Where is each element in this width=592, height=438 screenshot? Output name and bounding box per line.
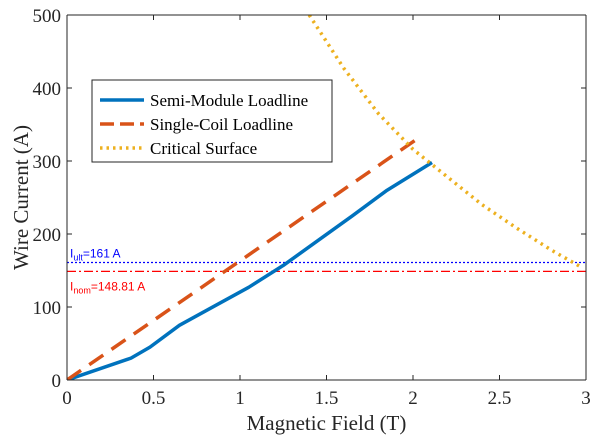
- legend: Semi-Module Loadline Single-Coil Loadline…: [91, 79, 333, 163]
- y-tick-label: 300: [33, 152, 62, 173]
- legend-label-3: Critical Surface: [150, 139, 257, 158]
- reference-label-subscript: ult: [73, 252, 83, 262]
- reference-label-subscript: nom: [73, 285, 91, 295]
- x-tick-label: 0.5: [142, 388, 166, 409]
- reference-label-value: =161 A: [83, 246, 121, 260]
- y-tick-label: 100: [33, 298, 62, 319]
- legend-box: [91, 79, 333, 163]
- reference-label-symbol: I: [70, 246, 73, 260]
- x-tick-label: 0: [62, 388, 72, 409]
- axes: 0 0.5 1 1.5 2 2.5 3 0 100 200 300 400 500: [33, 6, 591, 409]
- y-tick-label: 200: [33, 225, 62, 246]
- reference-label-symbol: I: [70, 279, 73, 293]
- x-tick-label: 3: [581, 388, 591, 409]
- reference-label-nom: Inom=148.81 A: [70, 279, 145, 295]
- x-tick-label: 2.5: [488, 388, 512, 409]
- y-tick-label: 0: [52, 371, 62, 392]
- series-line-1: [67, 161, 433, 380]
- x-tick-label: 2: [408, 388, 418, 409]
- series-line-3: [307, 15, 582, 269]
- y-tick-label: 500: [33, 6, 62, 27]
- y-tick-label: 400: [33, 79, 62, 100]
- reference-label-ult: Iult=161 A: [70, 246, 121, 262]
- y-axis-label: Wire Current (A): [9, 125, 33, 270]
- x-tick-label: 1.5: [315, 388, 339, 409]
- x-tick-label: 1: [235, 388, 245, 409]
- reference-label-value: =148.81 A: [91, 279, 145, 293]
- legend-label-1: Semi-Module Loadline: [150, 91, 308, 110]
- series-line-2: [67, 139, 416, 380]
- x-axis-label: Magnetic Field (T): [247, 411, 407, 435]
- legend-label-2: Single-Coil Loadline: [150, 115, 293, 134]
